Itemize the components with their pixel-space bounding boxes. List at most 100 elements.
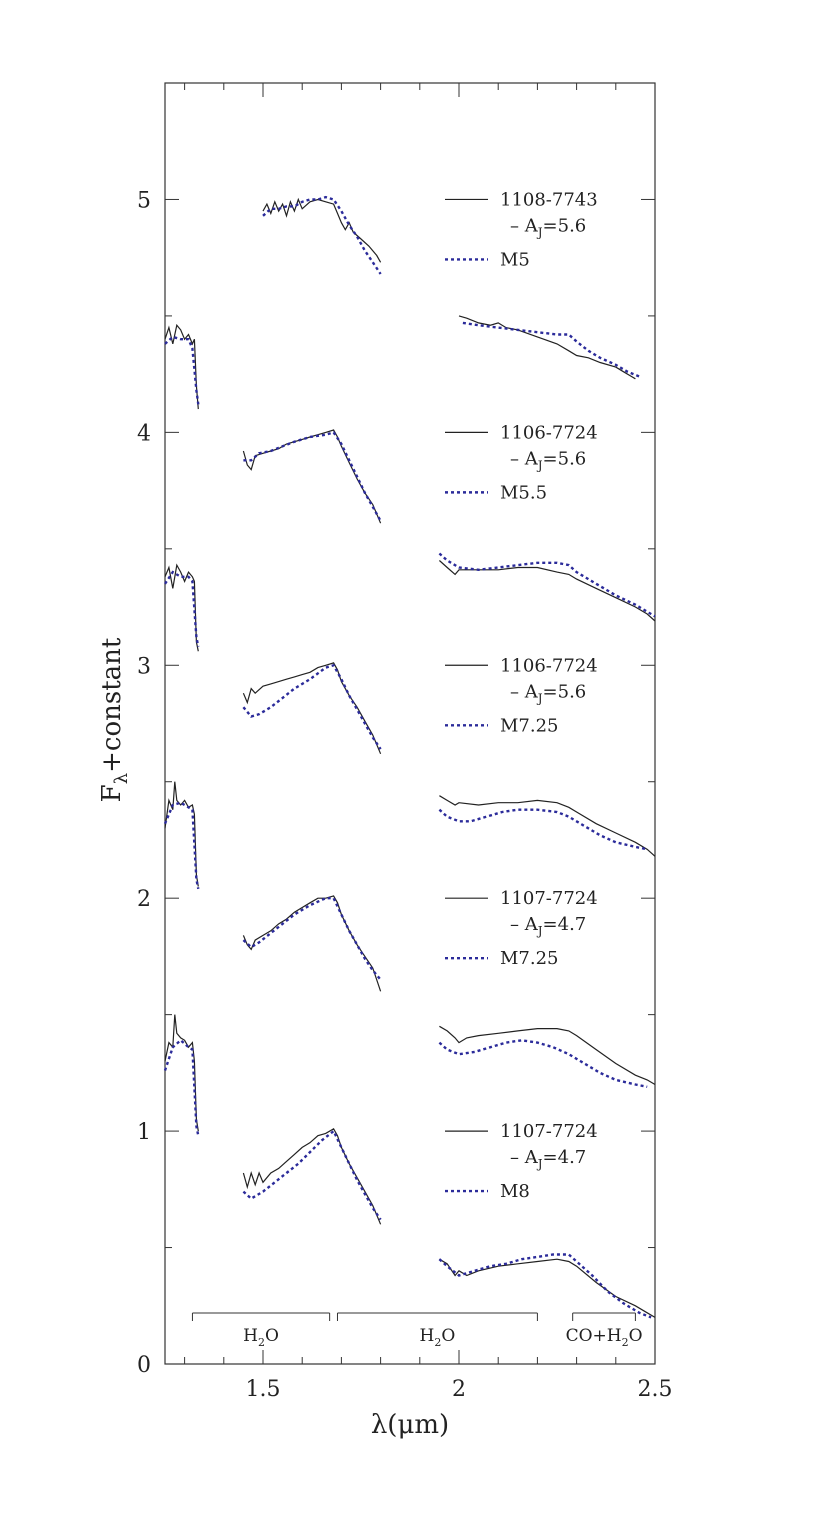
x-tick-label: 2	[452, 1377, 466, 1402]
panel-4	[163, 895, 656, 1136]
y-axis-title-f: F	[97, 784, 127, 802]
legend-extinction: – AJ=4.7	[510, 914, 586, 938]
band-label-sub: 2	[434, 1336, 441, 1349]
legend-template-name: M7.25	[500, 948, 559, 969]
y-tick-label: 0	[137, 1353, 151, 1378]
band-label: CO+H2O	[566, 1326, 643, 1349]
legend-extinction-prefix: – A	[510, 1147, 539, 1168]
observed-spectrum	[458, 315, 636, 380]
observed-spectrum	[439, 795, 656, 857]
legend-2: 1106-7724 – AJ=5.6 M5.5	[445, 422, 598, 503]
band-label-main: H	[420, 1326, 435, 1346]
observed-spectrum	[438, 560, 656, 622]
observed-spectrum	[242, 429, 382, 524]
legend-extinction-value: =5.6	[543, 215, 587, 236]
legend-template-name: M8	[500, 1181, 530, 1202]
legend-extinction-value: =5.6	[543, 448, 587, 469]
template-spectrum	[164, 570, 200, 647]
template-spectrum	[438, 1039, 648, 1088]
template-spectrum	[242, 1129, 382, 1221]
band-label-sub: 2	[622, 1336, 629, 1349]
panel-3	[163, 662, 656, 890]
legend-extinction-value: =5.6	[543, 681, 587, 702]
legend-extinction-sub: J	[536, 1157, 543, 1171]
template-spectrum	[164, 335, 200, 405]
template-spectrum	[163, 1038, 200, 1136]
template-spectrum	[242, 663, 382, 750]
template-spectrum	[438, 1253, 652, 1319]
band-label-main: CO+H	[566, 1326, 622, 1346]
band-label: H2O	[420, 1326, 456, 1349]
legend-object-name: 1106-7724	[500, 655, 598, 676]
legend-extinction: – AJ=5.6	[510, 448, 586, 472]
absorption-bands: H2O H2O CO+H2O	[191, 1312, 643, 1349]
legend-extinction-sub: J	[536, 225, 543, 239]
legend-extinction-sub: J	[536, 691, 543, 705]
y-tick-label: 3	[137, 654, 151, 679]
template-spectrum	[262, 195, 382, 275]
band-label-tail: O	[265, 1326, 279, 1346]
legend-template-name: M5	[500, 249, 530, 270]
legend-extinction-prefix: – A	[510, 681, 539, 702]
legend-object-name: 1107-7724	[500, 1121, 598, 1142]
legend-extinction-value: =4.7	[543, 914, 587, 935]
x-tick-label: 1.5	[246, 1377, 281, 1402]
legend-extinction: – AJ=5.6	[510, 215, 586, 239]
observed-spectrum	[242, 1127, 382, 1225]
y-tick-label: 2	[137, 887, 151, 912]
plot-frame	[164, 82, 656, 1365]
template-spectrum	[242, 897, 382, 981]
template-spectrum	[462, 321, 640, 378]
template-spectrum	[438, 552, 656, 618]
panel-5	[242, 1127, 656, 1319]
legend-extinction-sub: J	[536, 924, 543, 938]
legend-template-name: M5.5	[500, 482, 547, 503]
x-axis-title-text: λ(μm)	[371, 1410, 449, 1440]
legend-extinction: – AJ=4.7	[510, 1147, 586, 1171]
band-label-sub: 2	[258, 1336, 265, 1349]
y-tick-label: 1	[137, 1120, 151, 1145]
y-axis-title-sub: λ	[111, 773, 132, 784]
band-marker: H2O	[336, 1312, 538, 1349]
legend-object-name: 1108-7743	[500, 189, 598, 210]
legend-object-name: 1107-7724	[500, 888, 598, 909]
panel-2	[164, 429, 656, 652]
x-axis-title: λ(μm)	[371, 1410, 449, 1440]
legend-extinction-prefix: – A	[510, 448, 539, 469]
axis-ticks: 1.5 2 2.5 0 1 2 3 4 5	[137, 82, 673, 1402]
band-marker: CO+H2O	[566, 1312, 643, 1349]
y-tick-label: 4	[137, 421, 151, 446]
legend-5: 1107-7724 – AJ=4.7 M8	[445, 1121, 598, 1202]
legend-1: 1108-7743 – AJ=5.6 M5	[445, 189, 598, 270]
legend-4: 1107-7724 – AJ=4.7 M7.25	[445, 888, 598, 969]
observed-spectrum	[242, 895, 382, 992]
legend-object-name: 1106-7724	[500, 422, 598, 443]
legend-extinction-prefix: – A	[510, 215, 539, 236]
y-axis-title: Fλ+constant	[97, 637, 132, 802]
legend-extinction-sub: J	[536, 458, 543, 472]
legend-extinction-value: =4.7	[543, 1147, 587, 1168]
template-spectrum	[163, 801, 200, 890]
x-tick-label: 2.5	[638, 1377, 673, 1402]
band-label-tail: O	[629, 1326, 643, 1346]
plot-area	[164, 82, 656, 1365]
observed-spectrum	[242, 662, 382, 755]
y-tick-label: 5	[137, 188, 151, 213]
observed-spectrum	[439, 1025, 656, 1086]
band-label-main: H	[243, 1326, 258, 1346]
panel-1	[164, 195, 640, 410]
legend-3: 1106-7724 – AJ=5.6 M7.25	[445, 655, 598, 736]
template-spectrum	[243, 431, 382, 522]
band-label-tail: O	[441, 1326, 455, 1346]
band-label: H2O	[243, 1326, 279, 1349]
y-axis-title-rest: +constant	[97, 637, 127, 773]
observed-spectrum	[439, 1258, 656, 1318]
legend-extinction: – AJ=5.6	[510, 681, 586, 705]
legend-extinction-prefix: – A	[510, 914, 539, 935]
spectra-series	[163, 195, 656, 1319]
observed-spectrum	[164, 563, 199, 652]
band-marker: H2O	[191, 1312, 331, 1349]
template-spectrum	[438, 808, 648, 851]
